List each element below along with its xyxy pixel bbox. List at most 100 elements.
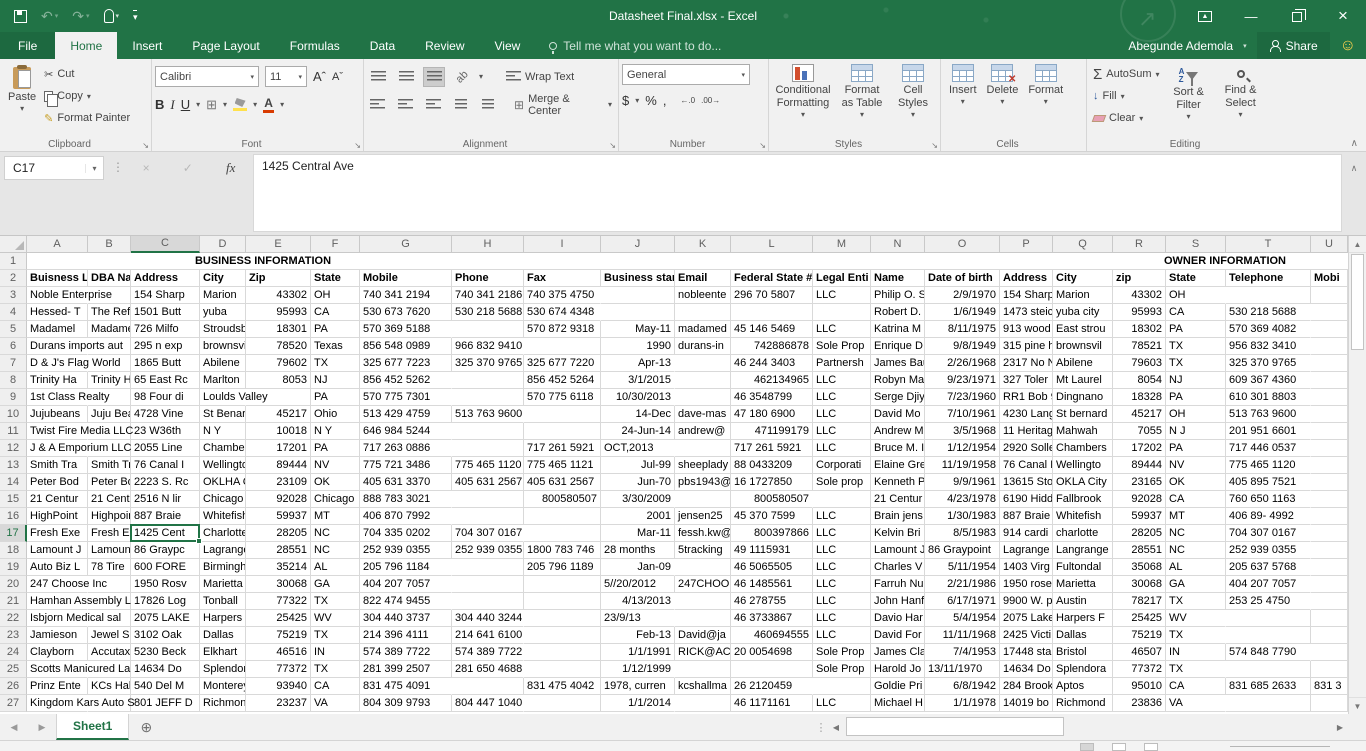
- row-header-10[interactable]: 10: [0, 406, 27, 423]
- cell-U6[interactable]: [1311, 338, 1348, 355]
- row-header-2[interactable]: 2: [0, 270, 27, 287]
- font-name-combo[interactable]: Calibri ▾: [155, 66, 259, 87]
- cell-B19[interactable]: 78 Tire: [88, 559, 131, 576]
- cell-E7[interactable]: 79602: [246, 355, 311, 372]
- cell-P11[interactable]: 11 Heritag: [1000, 423, 1053, 440]
- cell-Q26[interactable]: Aptos: [1053, 678, 1113, 695]
- column-header-R[interactable]: R: [1113, 236, 1166, 253]
- cell-A18[interactable]: Lamount J: [27, 542, 88, 559]
- cell-A17[interactable]: Fresh Exe: [27, 525, 88, 542]
- cell-G5[interactable]: 570 369 5188: [360, 321, 452, 338]
- cell-L2[interactable]: Federal State #: [731, 270, 813, 287]
- column-header-N[interactable]: N: [871, 236, 925, 253]
- cell-I8[interactable]: 856 452 5264: [524, 372, 601, 389]
- column-header-I[interactable]: I: [524, 236, 601, 253]
- column-header-B[interactable]: B: [88, 236, 131, 253]
- cell-U26[interactable]: 831 3: [1311, 678, 1348, 695]
- cell-H25[interactable]: 281 650 4688: [452, 661, 524, 678]
- tab-home[interactable]: Home: [55, 32, 118, 59]
- cell-T11[interactable]: 201 951 6601: [1226, 423, 1311, 440]
- find-select-button[interactable]: Find & Select ▾: [1215, 62, 1267, 136]
- cell-P13[interactable]: 76 Canal I: [1000, 457, 1053, 474]
- cell-H9[interactable]: [452, 389, 524, 406]
- collapse-formula-bar-icon[interactable]: ∧: [1350, 163, 1358, 173]
- cell-L23[interactable]: 460694555: [731, 627, 813, 644]
- cell-L6[interactable]: 742886878: [731, 338, 813, 355]
- row-header-22[interactable]: 22: [0, 610, 27, 627]
- cell-J3[interactable]: [601, 287, 675, 304]
- cell-R14[interactable]: 23165: [1113, 474, 1166, 491]
- cell-S21[interactable]: TX: [1166, 593, 1226, 610]
- cell-J26[interactable]: 1978, curren: [601, 678, 675, 695]
- cell-P16[interactable]: 887 Braie: [1000, 508, 1053, 525]
- cell-U13[interactable]: [1311, 457, 1348, 474]
- align-center-button[interactable]: [395, 95, 417, 115]
- cell-D27[interactable]: Richmond: [200, 695, 246, 712]
- cell-S9[interactable]: PA: [1166, 389, 1226, 406]
- tab-view[interactable]: View: [494, 38, 521, 53]
- column-header-T[interactable]: T: [1226, 236, 1311, 253]
- cell-M8[interactable]: LLC: [813, 372, 871, 389]
- cell-E15[interactable]: 92028: [246, 491, 311, 508]
- cell-C4[interactable]: 1501 Butt: [131, 304, 200, 321]
- cell-U25[interactable]: [1311, 661, 1348, 678]
- cell-A19[interactable]: Auto Biz L: [27, 559, 88, 576]
- cell-G27[interactable]: 804 309 9793: [360, 695, 452, 712]
- cell-E23[interactable]: 75219: [246, 627, 311, 644]
- cell-S5[interactable]: PA: [1166, 321, 1226, 338]
- cell-Q6[interactable]: brownsvil: [1053, 338, 1113, 355]
- name-box[interactable]: C17 ▾: [4, 156, 104, 180]
- cell-N7[interactable]: James Bau: [871, 355, 925, 372]
- cell-G3[interactable]: 740 341 2194: [360, 287, 452, 304]
- cell-I14[interactable]: 405 631 2567: [524, 474, 601, 491]
- confirm-entry-icon[interactable]: ✓: [182, 161, 193, 175]
- cell-M21[interactable]: LLC: [813, 593, 871, 610]
- cell-S27[interactable]: VA: [1166, 695, 1226, 712]
- cell-B4[interactable]: The Refug: [88, 304, 131, 321]
- cell-E25[interactable]: 77372: [246, 661, 311, 678]
- scroll-left-icon[interactable]: ◀: [832, 722, 840, 732]
- cell-U15[interactable]: [1311, 491, 1348, 508]
- number-dialog-launcher[interactable]: ↘: [759, 141, 766, 150]
- row-header-1[interactable]: 1: [0, 253, 27, 270]
- cell-C19[interactable]: 600 FORE: [131, 559, 200, 576]
- cell-E9[interactable]: [246, 389, 311, 406]
- cell-E26[interactable]: 93940: [246, 678, 311, 695]
- cell-T19[interactable]: 205 637 5768: [1226, 559, 1311, 576]
- cell-N21[interactable]: John Hanf: [871, 593, 925, 610]
- cell-H23[interactable]: 214 641 6100: [452, 627, 524, 644]
- accounting-dropdown-icon[interactable]: ▾: [635, 96, 640, 105]
- cell-O12[interactable]: 1/12/1954: [925, 440, 1000, 457]
- cell-D5[interactable]: Stroudsbu: [200, 321, 246, 338]
- cell-I10[interactable]: [524, 406, 601, 423]
- cell-G10[interactable]: 513 429 4759: [360, 406, 452, 423]
- cell-C13[interactable]: 76 Canal I: [131, 457, 200, 474]
- row-header-27[interactable]: 27: [0, 695, 27, 712]
- cell-J6[interactable]: 1990: [601, 338, 675, 355]
- tab-page-layout[interactable]: Page Layout: [192, 38, 260, 53]
- cell-M4[interactable]: [813, 304, 871, 321]
- cell-L5[interactable]: 45 146 5469: [731, 321, 813, 338]
- cell-G25[interactable]: 281 399 2507: [360, 661, 452, 678]
- cell-C6[interactable]: 295 n exp: [131, 338, 200, 355]
- cell-P9[interactable]: RR1 Bob 9: [1000, 389, 1053, 406]
- cell-L13[interactable]: 88 0433209: [731, 457, 813, 474]
- cell-Q2[interactable]: City: [1053, 270, 1113, 287]
- cell-U3[interactable]: [1311, 287, 1348, 304]
- cell-M7[interactable]: Partnersh: [813, 355, 871, 372]
- cell-U24[interactable]: [1311, 644, 1348, 661]
- row-header-12[interactable]: 12: [0, 440, 27, 457]
- cell-M17[interactable]: LLC: [813, 525, 871, 542]
- cell-J8[interactable]: 3/1/2015: [601, 372, 675, 389]
- cell-A27[interactable]: Kingdom Kars Auto S: [27, 695, 135, 712]
- cell-L18[interactable]: 49 1115931: [731, 542, 813, 559]
- cell-M5[interactable]: LLC: [813, 321, 871, 338]
- cell-B9[interactable]: [88, 389, 131, 406]
- cell-G15[interactable]: 888 783 3021: [360, 491, 452, 508]
- tab-formulas[interactable]: Formulas: [289, 38, 340, 53]
- clear-button[interactable]: Clear ▾: [1090, 108, 1163, 128]
- bottom-align-button[interactable]: [423, 66, 445, 87]
- cell-A2[interactable]: Buisness L: [27, 270, 88, 287]
- cell-B11[interactable]: [88, 423, 131, 440]
- cell-A21[interactable]: Hamhan Assembly L: [27, 593, 131, 610]
